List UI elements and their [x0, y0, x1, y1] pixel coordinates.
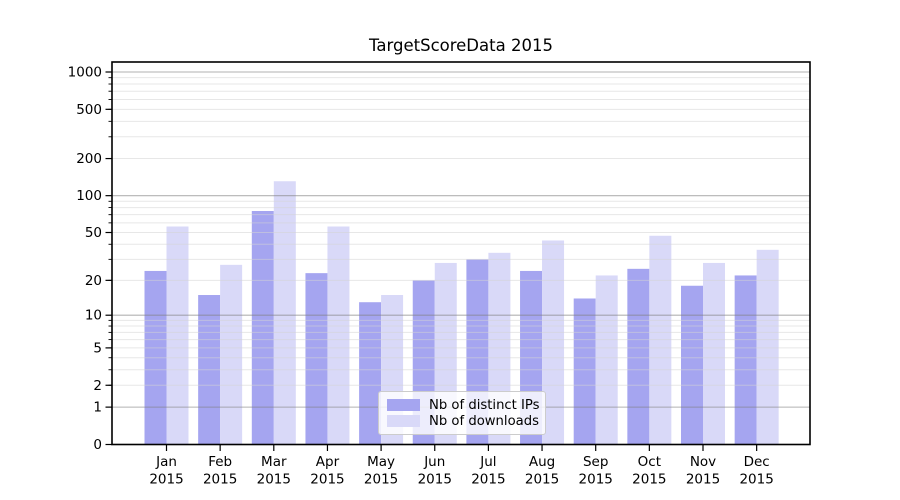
x-tick-label-year: 2015 — [257, 472, 291, 488]
bar-distinct-ips-mar — [251, 210, 274, 445]
x-tick-label-year: 2015 — [739, 472, 773, 488]
x-tick-label-month: Jan — [155, 454, 177, 470]
y-tick-label: 500 — [76, 102, 102, 118]
x-tick-label-month: Nov — [690, 454, 716, 470]
x-tick-label-month: Jul — [479, 454, 496, 470]
x-tick-label-year: 2015 — [525, 472, 559, 488]
y-tick-label: 200 — [76, 151, 102, 167]
y-tick-label: 0 — [93, 437, 102, 453]
bar-downloads-mar — [273, 181, 296, 445]
bar-downloads-nov — [703, 262, 725, 445]
x-tick-label-month: Aug — [529, 454, 555, 470]
plot-border — [111, 61, 811, 446]
x-tick-label-year: 2015 — [364, 472, 398, 488]
legend-label-distinct-ips: Nb of distinct IPs — [429, 397, 540, 413]
x-tick-label-month: Jun — [423, 454, 445, 470]
bar-distinct-ips-nov — [681, 285, 703, 445]
legend-swatch-distinct-ips — [387, 399, 420, 411]
y-tick-label: 2 — [93, 378, 102, 394]
bar-downloads-sep — [595, 275, 618, 445]
y-tick-label: 100 — [76, 188, 102, 204]
y-tick-label: 20 — [85, 273, 102, 289]
x-tick-label-month: Apr — [316, 454, 340, 470]
x-tick-label-month: Feb — [208, 454, 232, 470]
bar-downloads-feb — [220, 264, 243, 445]
legend-item-downloads: Nb of downloads — [387, 413, 539, 429]
bar-distinct-ips-apr — [305, 273, 328, 445]
bar-distinct-ips-oct — [627, 268, 650, 445]
x-tick-label-month: Sep — [583, 454, 608, 470]
x-tick-label-year: 2015 — [686, 472, 720, 488]
x-tick-label-year: 2015 — [149, 472, 183, 488]
y-tick-label: 1 — [93, 400, 102, 416]
x-tick-label-month: Oct — [638, 454, 661, 470]
bar-downloads-oct — [649, 235, 672, 445]
chart-title: TargetScoreData 2015 — [369, 36, 553, 55]
bar-downloads-jan — [166, 226, 189, 445]
bar-distinct-ips-dec — [734, 275, 757, 445]
x-tick-label-month: May — [367, 454, 395, 470]
y-tick-label: 1000 — [68, 65, 102, 81]
bar-downloads-aug — [542, 240, 565, 445]
x-tick-label-year: 2015 — [310, 472, 344, 488]
x-tick-label-year: 2015 — [579, 472, 613, 488]
x-tick-label-year: 2015 — [203, 472, 237, 488]
y-tick-label: 10 — [85, 308, 102, 324]
y-tick-label: 50 — [85, 225, 102, 241]
bar-downloads-dec — [756, 249, 779, 445]
y-tick-label: 5 — [93, 340, 102, 356]
bar-distinct-ips-may — [359, 302, 382, 445]
legend-label-downloads: Nb of downloads — [429, 413, 539, 429]
x-tick-label-month: Mar — [261, 454, 287, 470]
legend-swatch-downloads — [387, 415, 420, 427]
bar-distinct-ips-sep — [573, 298, 596, 445]
x-tick-label-year: 2015 — [471, 472, 505, 488]
legend: Nb of distinct IPs Nb of downloads — [378, 391, 546, 435]
x-tick-label-year: 2015 — [418, 472, 452, 488]
legend-item-distinct-ips: Nb of distinct IPs — [387, 397, 540, 413]
bar-downloads-apr — [327, 226, 350, 445]
x-tick-label-year: 2015 — [632, 472, 666, 488]
x-tick-label-month: Dec — [744, 454, 770, 470]
